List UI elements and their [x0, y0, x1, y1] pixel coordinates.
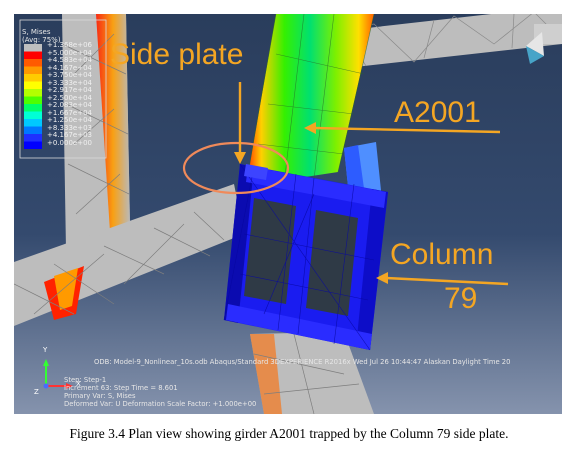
legend-colorbar	[24, 44, 42, 149]
legend-label: +1.667e+04	[47, 108, 92, 117]
legend-swatch	[24, 126, 42, 134]
legend-label: +4.167e+04	[47, 63, 92, 72]
legend-swatch	[24, 59, 42, 67]
a2001-arrow	[304, 122, 501, 134]
axis-y-label: Y	[43, 346, 48, 354]
legend-label: +1.250e+04	[47, 116, 92, 124]
legend-swatch	[24, 141, 42, 149]
column-number-label: 79	[444, 282, 478, 315]
legend-swatch	[24, 119, 42, 127]
legend-label: +2.083e+04	[47, 101, 92, 109]
column-label: Column	[390, 238, 494, 271]
fea-model-render	[14, 14, 562, 414]
left-beam	[61, 14, 130, 250]
legend-swatch	[24, 104, 42, 112]
legend-label: +2.917e+04	[47, 86, 92, 94]
a2001-label: A2001	[394, 96, 481, 129]
legend-label: +8.333e+03	[47, 123, 92, 132]
legend-swatch	[24, 44, 42, 52]
legend-subtitle: (Avg: 75%)	[22, 36, 61, 44]
bottom-beam	[250, 332, 374, 414]
legend-label: +4.583e+04	[47, 56, 92, 64]
legend-swatch	[24, 81, 42, 89]
deformed-var-line: Deformed Var: U Deformation Scale Factor…	[64, 400, 257, 408]
view-triad-corner	[526, 32, 544, 64]
axis-x-label: X	[76, 380, 81, 388]
girder-a2001	[245, 14, 375, 187]
legend-swatch	[24, 66, 42, 74]
side-plate-label: Side plate	[110, 38, 244, 71]
odb-info-line: ODB: Model-9_Nonlinear_10s.odb Abaqus/St…	[94, 358, 511, 366]
legend-label: +4.167e+03	[47, 131, 92, 139]
legend-swatch	[24, 134, 42, 142]
increment-line: Increment 63: Step Time = 8.601	[64, 384, 178, 392]
legend-swatch	[24, 96, 42, 104]
side-plate-highlight-ellipse	[182, 141, 290, 195]
legend-label: +3.333e+04	[47, 78, 92, 87]
column-79-body	[223, 163, 388, 351]
step-line: Step: Step-1	[64, 376, 107, 384]
legend-label: +5.000e+04	[47, 48, 92, 57]
legend-label: +2.500e+04	[47, 93, 92, 102]
legend-box	[19, 19, 107, 159]
legend-swatch	[24, 74, 42, 82]
legend-label: +3.750e+04	[47, 71, 92, 79]
primary-var-line: Primary Var: S, Mises	[64, 392, 136, 400]
legend-label: +0.000e+00	[47, 138, 92, 147]
legend-label: +1.368e+06	[47, 41, 92, 49]
axis-z-label: Z	[34, 388, 39, 396]
fea-viewport: S, Mises (Avg: 75%) +1.368e+06 +5.000e+04…	[14, 14, 562, 414]
legend-swatch	[24, 89, 42, 97]
lower-left-beam	[14, 184, 244, 326]
side-plate-arrow	[234, 82, 246, 164]
figure-caption: Figure 3.4 Plan view showing girder A200…	[69, 426, 509, 441]
legend-title: S, Mises	[22, 28, 51, 36]
legend-swatch	[24, 111, 42, 119]
legend-swatch	[24, 51, 42, 59]
column-79-arrow	[376, 272, 509, 286]
orientation-axes	[43, 359, 73, 389]
